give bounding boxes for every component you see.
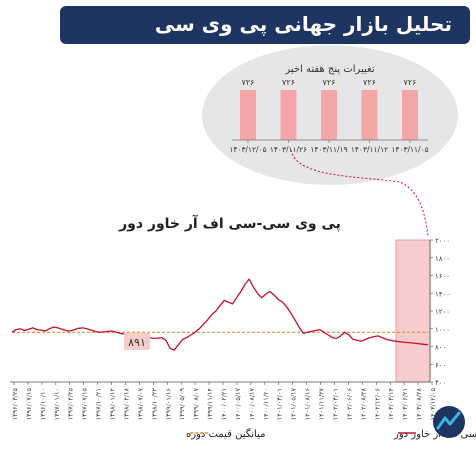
- y-tick-label: ۱۰۰۰: [435, 326, 450, 334]
- y-tick-label: ۸۰۰: [435, 344, 446, 352]
- x-tick-label: ۱۳۹۷/۱۰/۲۱: [95, 388, 103, 420]
- bar-value-label: ۷۲۶: [242, 78, 255, 87]
- x-tick-label: ۱۳۹۷/۰۷/۱۵: [81, 387, 89, 420]
- x-tick-label: ۱۳۹۸/۰۷/۰۷: [136, 387, 144, 420]
- title-banner: تحلیل بازار جهانی پی وی سی: [60, 6, 470, 44]
- bar-value-label: ۷۲۶: [404, 78, 417, 87]
- x-tick-label: ۱۴۰۲/۰۶/۰۶: [345, 388, 353, 420]
- x-tick-label: ۱۴۰۳/۰۶/۲۱: [401, 388, 409, 420]
- bar-category-label: ۱۴۰۳/۱۱/۲۶: [270, 145, 307, 154]
- x-tick-label: ۱۴۰۳/۰۸/۲۸: [415, 387, 423, 420]
- x-tick-label: ۱۳۹۷/۰۴/۲۵: [67, 387, 75, 420]
- x-tick-label: ۱۴۰۱/۱۱/۲۷: [318, 387, 326, 420]
- y-tick-label: ۱۶۰۰: [435, 273, 450, 281]
- bar-chart-title: تغییرات پنج هفته اخیر: [284, 64, 375, 75]
- x-tick-label: ۱۳۹۹/۰۸/۰۷: [192, 387, 200, 420]
- recent-bar: [361, 90, 378, 140]
- x-tick-label: ۱۴۰۲/۱۲/۰۶: [373, 388, 381, 420]
- x-tick-label: ۱۳۹۹/۰۵/۰۹: [178, 387, 186, 420]
- x-tick-label: ۱۴۰۱/۰۸/۱۶: [304, 388, 312, 420]
- bar-category-label: ۱۴۰۳/۱۱/۱۹: [310, 145, 347, 154]
- recent-bar: [402, 90, 418, 140]
- bar-category-label: ۱۴۰۳/۱۱/۱۲: [351, 145, 388, 154]
- y-tick-label: ۴۰۰: [435, 379, 446, 387]
- x-tick-label: ۱۳۹۶/۰۷/۱۵: [25, 387, 33, 420]
- bar-value-label: ۷۲۶: [282, 78, 295, 87]
- min-price-callout: [124, 333, 150, 350]
- x-tick-label: ۱۴۰۰/۱۱/۲۰: [262, 388, 270, 420]
- x-tick-label: ۱۳۹۸/۱۰/۲۲: [150, 387, 158, 420]
- recent-bar: [240, 90, 256, 140]
- x-tick-label: ۱۳۹۷/۰۱/۱۰: [53, 388, 61, 420]
- x-tick-label: ۱۴۰۲/۰۳/۰۱: [331, 388, 339, 420]
- price-series-line: [11, 278, 429, 351]
- y-tick-label: ۱۸۰۰: [435, 255, 450, 263]
- bar-value-label: ۷۲۶: [363, 78, 376, 87]
- y-tick-label: ۱۲۰۰: [435, 308, 450, 316]
- line-chart-title: پی وی سی-سی اف آر خاور دور: [118, 214, 341, 232]
- legend-avg-label: میانگین قیمت دوره: [186, 428, 265, 440]
- y-tick-label: ۱۴۰۰: [435, 290, 450, 298]
- bar-category-label: ۱۴۰۳/۱۱/۰۵: [391, 145, 428, 154]
- x-tick-label: ۱۴۰۱/۰۵/۱۷: [290, 387, 298, 420]
- x-tick-label: ۱۳۹۶/۱۰/۱۰: [39, 388, 47, 420]
- bar-category-label: ۱۴۰۳/۱۲/۰۵: [229, 145, 266, 154]
- x-tick-label: ۱۴۰۲/۰۸/۲۸: [359, 387, 367, 420]
- legend-line-label: پی وی سی-سی اف آر خاور دور: [393, 427, 476, 440]
- min-price-callout-label: ۸۹۱: [128, 336, 146, 349]
- x-tick-label: ۱۳۹۹/۰۱/۱۶: [164, 388, 172, 420]
- x-tick-label: ۱۳۹۸/۰۱/۱۲: [109, 387, 117, 420]
- logo-trend-icon: [436, 411, 461, 430]
- recent-bar: [280, 90, 297, 140]
- recent-bar: [321, 90, 337, 140]
- x-tick-label: ۱۳۹۶/۰۳/۲۵: [11, 387, 19, 420]
- x-tick-label: ۱۳۹۹/۱۱/۱۴: [206, 387, 214, 420]
- x-tick-label: ۱۴۰۳/۰۳/۱۴: [387, 387, 395, 420]
- bar-value-label: ۷۲۶: [323, 78, 336, 87]
- page-title: تحلیل بازار جهانی پی وی سی: [154, 12, 452, 36]
- x-tick-label: ۱۴۰۰/۰۸/۱۷: [248, 387, 256, 420]
- x-tick-label: ۱۴۰۱/۰۳/۰۱: [276, 388, 284, 420]
- x-tick-label: ۱۴۰۳/۱۲/۰۵: [429, 387, 437, 420]
- recent-period-highlight: [395, 239, 431, 383]
- x-tick-label: ۱۴۰۰/۰۲/۲۱: [220, 388, 228, 420]
- x-tick-label: ۱۴۰۰/۰۵/۱۷: [234, 387, 242, 420]
- zoom-connector: [290, 149, 429, 237]
- x-tick-label: ۱۳۹۸/۰۴/۱۸: [122, 387, 130, 420]
- y-tick-label: ۶۰۰: [435, 361, 446, 369]
- y-tick-label: ۲۰۰۰: [435, 237, 450, 245]
